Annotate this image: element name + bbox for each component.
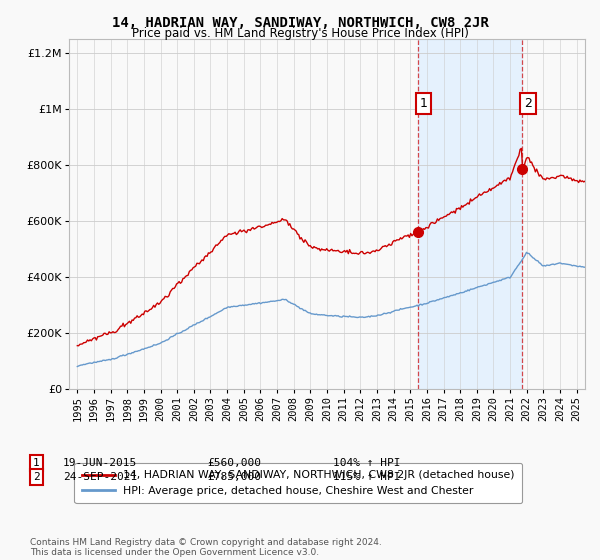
Text: Price paid vs. HM Land Registry's House Price Index (HPI): Price paid vs. HM Land Registry's House … — [131, 27, 469, 40]
Text: 24-SEP-2021: 24-SEP-2021 — [63, 472, 137, 482]
Text: 14, HADRIAN WAY, SANDIWAY, NORTHWICH, CW8 2JR: 14, HADRIAN WAY, SANDIWAY, NORTHWICH, CW… — [112, 16, 488, 30]
Text: 1: 1 — [33, 458, 40, 468]
Text: 2: 2 — [33, 472, 40, 482]
Text: 104% ↑ HPI: 104% ↑ HPI — [333, 458, 401, 468]
Text: 1: 1 — [420, 97, 428, 110]
Text: £785,000: £785,000 — [207, 472, 261, 482]
Legend: 14, HADRIAN WAY, SANDIWAY, NORTHWICH, CW8 2JR (detached house), HPI: Average pri: 14, HADRIAN WAY, SANDIWAY, NORTHWICH, CW… — [74, 463, 522, 503]
Text: Contains HM Land Registry data © Crown copyright and database right 2024.
This d: Contains HM Land Registry data © Crown c… — [30, 538, 382, 557]
Text: £560,000: £560,000 — [207, 458, 261, 468]
Text: 19-JUN-2015: 19-JUN-2015 — [63, 458, 137, 468]
Text: 2: 2 — [524, 97, 532, 110]
Text: 115% ↑ HPI: 115% ↑ HPI — [333, 472, 401, 482]
Bar — [418, 39, 522, 389]
